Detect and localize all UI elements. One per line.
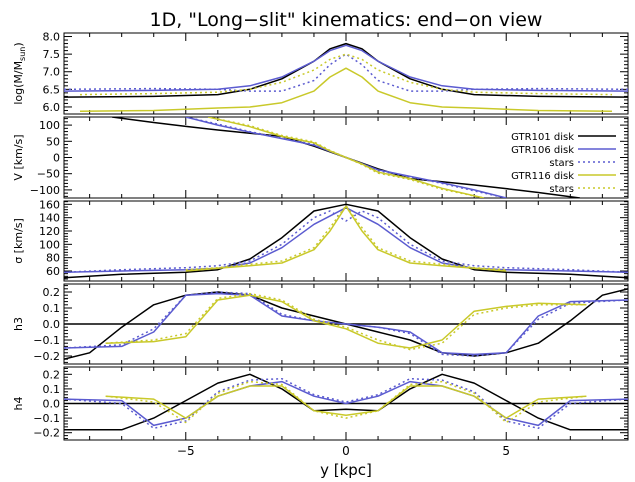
y-tick-label: 100	[39, 238, 60, 251]
y-tick-label: 0.2	[43, 368, 61, 381]
series-line-stars-dotted	[64, 377, 628, 430]
legend: GTR101 disk GTR106 disk stars GTR116 disk st…	[511, 132, 616, 195]
legend-label: GTR101 disk	[511, 132, 574, 143]
x-axis-tick-labels: −5 0 5	[177, 444, 510, 458]
y-tick-label: 140	[39, 212, 60, 225]
y-label-end: )	[12, 42, 25, 46]
panel-h4: −0.2 −0.10.0 0.1 0.2 h4	[12, 366, 629, 441]
series-line-stars-dotted	[185, 204, 507, 271]
legend-label: stars	[549, 158, 574, 169]
y-tick-label: −0.1	[33, 334, 60, 347]
y-tick-label: 6.5	[43, 83, 61, 96]
y-axis-label: h4	[12, 397, 25, 411]
y-tick-label: −100	[30, 184, 60, 197]
series-line-gtr101-disk	[64, 42, 628, 98]
x-tick-label: 5	[502, 444, 510, 458]
series-line-stars-dotted	[105, 380, 587, 424]
y-tick-label: −0.2	[33, 350, 60, 363]
x-tick-label: −5	[177, 444, 195, 458]
y-axis-label: V [km/s]	[12, 134, 25, 180]
y-tick-label: 80	[46, 252, 60, 265]
series-line-gtr116-disk	[79, 67, 613, 112]
series-line-gtr116-disk	[105, 294, 587, 349]
series-line-stars-dotted	[64, 53, 628, 92]
panels: 6.0 6.5 7.0 7.5 8.0 log(M/Msun) −100 −50 0 50 100 V…	[12, 31, 629, 441]
series-line-gtr116-disk	[105, 385, 587, 419]
y-tick-label: 6.0	[43, 101, 61, 114]
y-tick-label: −50	[37, 168, 60, 181]
series-line-gtr116-disk	[208, 117, 484, 198]
y-axis-label: h3	[12, 317, 25, 331]
series-line-gtr106-disk	[64, 206, 628, 274]
series-line-gtr106-disk	[64, 380, 628, 427]
y-tick-label: 0.0	[43, 318, 61, 331]
panel-logm: 6.0 6.5 7.0 7.5 8.0 log(M/Msun)	[12, 31, 629, 115]
y-tick-label: 7.0	[43, 66, 61, 79]
y-label-main: log(M/M	[12, 61, 25, 105]
y-tick-label: 120	[39, 225, 60, 238]
series-line-stars-dotted	[64, 291, 628, 357]
y-tick-label: 7.5	[43, 48, 61, 61]
series-line-stars-dotted	[105, 292, 587, 351]
legend-label: GTR116 disk	[511, 171, 574, 182]
legend-label: GTR106 disk	[511, 145, 574, 156]
y-tick-label: 50	[46, 135, 60, 148]
y-axis-label: σ [km/s]	[12, 218, 25, 264]
y-tick-label: 100	[39, 119, 60, 132]
y-tick-label: 8.0	[43, 31, 61, 44]
series-line-stars-dotted	[64, 210, 628, 274]
series-line-gtr101-disk	[64, 203, 628, 279]
y-tick-label: −0.1	[33, 412, 60, 425]
y-tick-label: 0.1	[43, 302, 61, 315]
y-tick-label: 0.2	[43, 286, 61, 299]
y-tick-label: 0.0	[43, 398, 61, 411]
legend-label: stars	[549, 184, 574, 195]
y-label-sub: sun	[18, 47, 27, 61]
series-line-gtr106-disk	[64, 44, 628, 92]
x-axis-label: y [kpc]	[320, 461, 372, 479]
panel-h3: −0.2 −0.1 0.0 0.1 0.2 h3	[12, 283, 629, 365]
y-tick-label: 60	[46, 265, 60, 278]
chart-title: 1D, "Long−slit" kinematics: end−on view	[150, 9, 543, 31]
series-line-gtr116-disk	[185, 205, 507, 272]
y-tick-label: 160	[39, 198, 60, 211]
y-tick-label: −0.2	[33, 427, 60, 440]
series-line-gtr101-disk	[64, 373, 628, 431]
y-tick-label: 0.1	[43, 383, 61, 396]
y-tick-label: 0	[53, 152, 60, 165]
y-axis-label: log(M/Msun)	[12, 42, 27, 104]
x-tick-label: 0	[342, 444, 350, 458]
panel-v: −100 −50 0 50 100 V [km/s]	[12, 116, 629, 199]
